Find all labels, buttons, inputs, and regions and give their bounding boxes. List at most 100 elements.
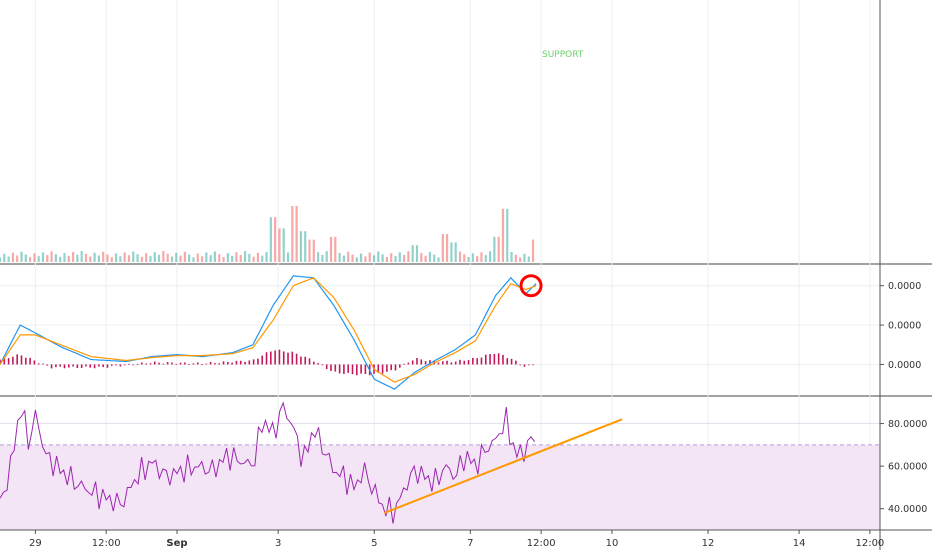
- macd-histogram-bar: [85, 364, 87, 367]
- volume-bar: [299, 231, 303, 262]
- volume-bar: [377, 251, 380, 262]
- macd-indicator: [0, 274, 543, 390]
- volume-bar: [256, 252, 260, 262]
- rsi-line: [0, 401, 536, 524]
- macd-histogram-bar: [55, 364, 57, 368]
- volume-bar: [226, 253, 229, 262]
- volume-bar: [235, 252, 238, 262]
- volume-bar: [471, 253, 474, 262]
- volume-bar: [102, 251, 105, 262]
- macd-histogram-bar: [50, 364, 53, 369]
- rsi-indicator: [0, 401, 623, 524]
- macd-histogram-bar: [171, 362, 173, 365]
- rsi-trendline: [384, 418, 623, 514]
- volume-bar: [501, 208, 505, 262]
- volume-bar: [59, 256, 62, 262]
- macd-histogram-bar: [484, 354, 487, 365]
- macd-histogram-bar: [351, 364, 354, 375]
- macd-histogram-bar: [188, 364, 190, 365]
- volume-bar: [360, 253, 363, 262]
- macd-histogram-bar: [110, 364, 113, 366]
- volume-bar: [338, 252, 341, 262]
- macd-histogram-bar: [403, 363, 405, 365]
- macd-histogram-bar: [347, 364, 350, 373]
- volume-bar: [149, 255, 152, 262]
- volume-bar: [127, 255, 131, 262]
- macd-histogram-bar: [158, 362, 160, 365]
- macd-histogram-bar: [214, 363, 216, 365]
- volume-bar: [476, 256, 479, 262]
- volume-bar: [84, 253, 88, 262]
- macd-histogram-bar: [356, 364, 358, 376]
- macd-histogram-bar: [162, 363, 165, 365]
- volume-bar: [381, 254, 384, 262]
- macd-histogram-bar: [420, 359, 423, 365]
- volume-bar: [506, 208, 509, 262]
- volume-bar: [106, 254, 109, 262]
- macd-histogram-bar: [166, 362, 169, 365]
- volume-bar: [325, 251, 328, 262]
- macd-histogram-bar: [313, 361, 315, 365]
- macd-histogram-bar: [506, 358, 509, 365]
- macd-histogram-bar: [257, 358, 259, 365]
- macd-histogram-bar: [317, 363, 319, 365]
- x-tick-label: 12:00: [92, 538, 121, 549]
- volume-bar: [119, 256, 122, 262]
- macd-histogram-bar: [295, 353, 298, 365]
- volume-bar: [243, 251, 247, 262]
- x-tick-label: 12: [702, 538, 715, 549]
- macd-histogram-bar: [102, 364, 104, 368]
- volume-bar: [312, 239, 315, 262]
- macd-histogram-bar: [476, 358, 478, 365]
- volume-bar: [480, 252, 483, 262]
- volume-bar: [415, 245, 419, 262]
- macd-line: [0, 275, 537, 390]
- volume-bar: [286, 252, 290, 262]
- volume-bar: [424, 255, 427, 262]
- macd-histogram-bar: [265, 352, 268, 365]
- rsi-tick-label: 40.0000: [888, 504, 927, 515]
- volume-bar: [428, 251, 431, 262]
- macd-histogram-bar: [123, 364, 126, 366]
- macd-histogram-bar: [106, 364, 109, 368]
- volume-bar: [110, 257, 113, 262]
- macd-histogram-bar: [239, 360, 242, 365]
- volume-bar: [20, 251, 23, 262]
- volume-bar: [269, 217, 272, 262]
- macd-histogram-bar: [411, 360, 414, 365]
- macd-histogram-bar: [145, 363, 147, 365]
- volume-bar: [385, 257, 388, 262]
- volume-bar: [407, 251, 410, 262]
- volume-bar: [145, 253, 148, 262]
- macd-histogram-bar: [46, 364, 49, 366]
- volume-bar: [390, 253, 393, 262]
- volume-bar: [355, 257, 358, 262]
- volume-bar: [519, 257, 522, 262]
- macd-histogram-bar: [300, 356, 302, 365]
- macd-histogram-bar: [502, 354, 504, 365]
- macd-histogram-bar: [364, 364, 367, 374]
- macd-histogram-bar: [386, 364, 388, 372]
- macd-histogram-bar: [76, 364, 79, 368]
- macd-histogram-bar: [463, 360, 466, 365]
- x-tick-label: 7: [467, 538, 473, 549]
- macd-tick-label: 0.0000: [888, 281, 921, 292]
- macd-histogram-bar: [343, 364, 345, 374]
- volume-bar: [252, 256, 255, 262]
- macd-histogram-bar: [489, 354, 491, 365]
- macd-histogram-bar: [218, 363, 221, 365]
- macd-histogram-bar: [446, 360, 448, 365]
- x-tick-label: 3: [275, 538, 281, 549]
- volume-bar: [222, 256, 225, 262]
- volume-bar: [394, 256, 397, 262]
- macd-histogram-bar: [429, 360, 431, 365]
- volume-bar: [445, 234, 449, 262]
- macd-histogram-bar: [527, 364, 530, 366]
- volume-bar: [179, 255, 182, 262]
- macd-histogram-bar: [33, 360, 36, 365]
- macd-histogram-bar: [416, 357, 418, 365]
- macd-histogram-bar: [12, 356, 14, 365]
- macd-histogram-bar: [80, 364, 83, 368]
